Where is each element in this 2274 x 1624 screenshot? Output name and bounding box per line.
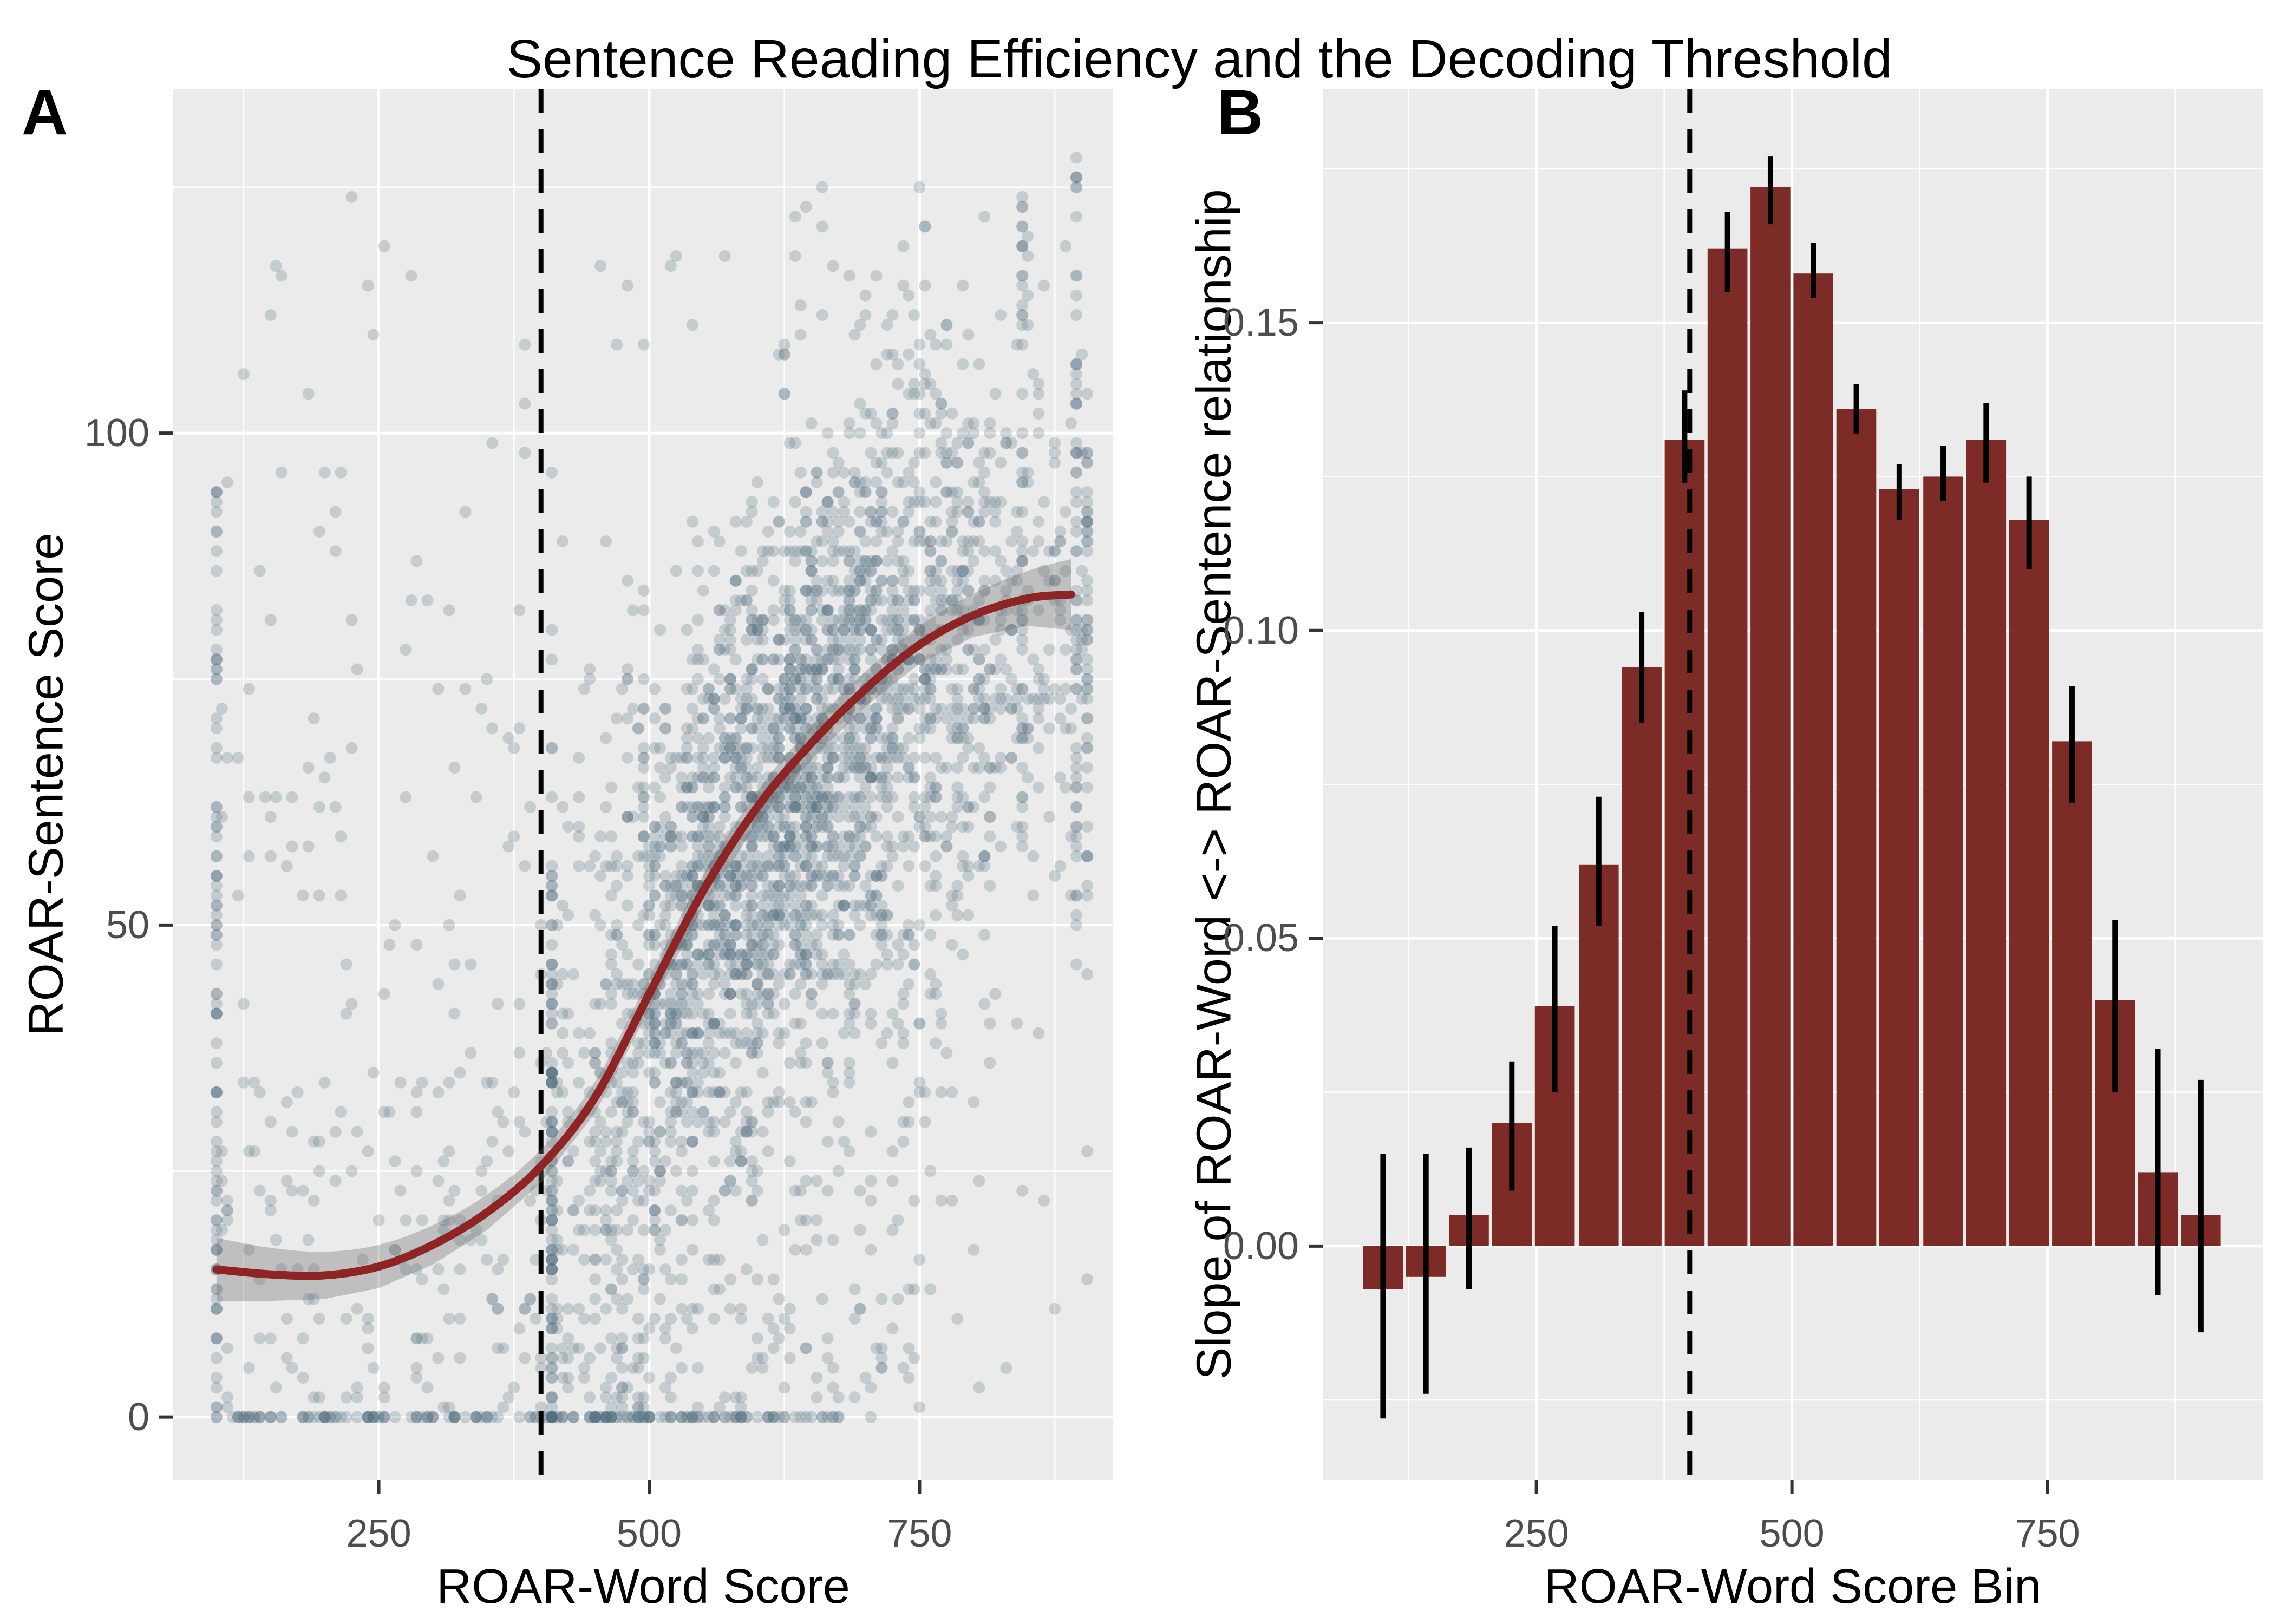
y-tick-label: 0.15 [1223,301,1299,345]
slope-bar [1793,273,1833,1246]
error-bars-layer [1380,156,2204,1419]
slope-bar [1707,248,1748,1246]
slope-bar [2052,741,2092,1246]
fit-curve [212,590,1075,1280]
x-tick-label: 500 [616,1512,682,1555]
slope-bar [1664,440,1705,1246]
fit-confidence-ribbon [216,559,1071,1301]
slope-bar [1966,440,2007,1246]
panel-background [173,89,1113,1480]
slope-bar [1923,476,1963,1246]
panel-b-tag: B [1217,77,1264,148]
x-tick-label: 250 [346,1512,411,1555]
x-tick-label: 750 [887,1512,952,1555]
y-tick-label: 0 [127,1395,149,1439]
y-tick-label: 0.00 [1223,1224,1299,1268]
x-tick-label: 500 [1759,1512,1825,1555]
slope-bar [1836,409,1877,1246]
y-tick-label: 0.05 [1223,916,1299,960]
figure-title: Sentence Reading Efficiency and the Deco… [506,29,1892,89]
slope-bar [2009,520,2049,1246]
slope-bar [1579,864,1619,1246]
slope-bar [1622,667,1662,1246]
y-tick-label: 0.10 [1223,608,1299,652]
slope-bar [1879,489,1919,1246]
y-tick-label: 100 [84,411,149,455]
panel-b-y-axis-title: Slope of ROAR-Word <-> ROAR-Sentence rel… [1187,189,1241,1380]
panel-b-x-axis-title: ROAR-Word Score Bin [1544,1560,2042,1614]
panel-a-x-axis-title: ROAR-Word Score [436,1560,850,1614]
panel-a-tag: A [22,77,68,148]
panel-a-y-axis-title: ROAR-Sentence Score [19,532,74,1037]
slope-bars-layer [1363,187,2221,1289]
x-tick-label: 750 [2015,1512,2080,1555]
slope-bar [1750,187,1791,1246]
x-tick-label: 250 [1504,1512,1569,1555]
y-tick-label: 50 [106,903,149,947]
